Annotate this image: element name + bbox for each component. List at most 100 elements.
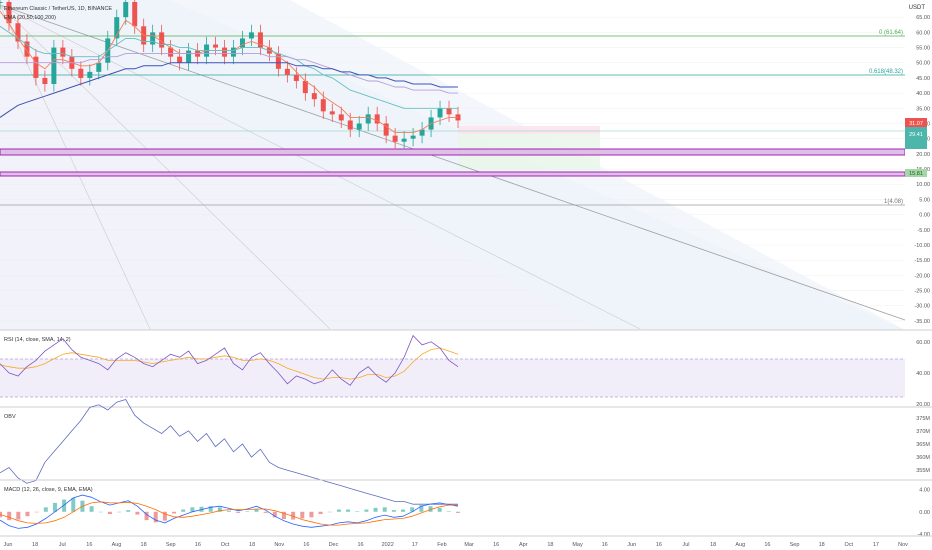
candle-body — [446, 108, 452, 115]
time-tick-label: Nov — [274, 542, 284, 548]
obv-tick-label: 370M — [916, 429, 930, 435]
macd-histogram-bar — [7, 511, 12, 521]
time-tick-label: May — [572, 542, 583, 548]
candle-body — [410, 135, 416, 139]
obv-legend[interactable]: OBV — [4, 414, 16, 420]
macd-histogram-bar — [336, 509, 341, 512]
time-axis[interactable]: Jun 18 Jul 16 Aug 18 Sep 16 Oct 18 Nov 16 Dec 16 2022 1… — [4, 542, 909, 548]
price-tag: 31.07 — [909, 121, 923, 127]
macd-histogram-bar — [98, 511, 103, 513]
price-tick-label: 65.00 — [916, 15, 930, 21]
price-tick-label: 55.00 — [916, 46, 930, 52]
candle-body — [437, 108, 443, 118]
support-zone-lower — [0, 171, 906, 177]
rsi-tick-label: 20.00 — [916, 402, 930, 408]
time-tick-label: Jul — [683, 542, 690, 548]
time-tick-label: 16 — [656, 542, 662, 548]
candle-body — [51, 47, 57, 85]
price-tick-label: -30.00 — [914, 304, 930, 310]
macd-histogram-bar — [181, 509, 186, 512]
candle-body — [302, 80, 308, 94]
time-tick-label: Sep — [166, 542, 176, 548]
time-tick-label: 17 — [412, 542, 418, 548]
macd-line — [0, 494, 459, 529]
macd-histogram-bar — [309, 511, 314, 518]
time-tick-label: 16 — [86, 542, 92, 548]
time-tick-label: Aug — [112, 542, 122, 548]
time-tick-label: Oct — [221, 542, 230, 548]
signal-line — [0, 501, 458, 526]
fan-line-1 — [0, 4, 906, 321]
candle-body — [320, 99, 326, 112]
macd-histogram-bar — [446, 511, 451, 512]
symbol-title[interactable]: Ethereum Classic / TetherUS, 1D, BINANCE — [4, 6, 112, 12]
candle-body — [6, 2, 12, 24]
macd-histogram-bar — [437, 507, 442, 512]
macd-histogram-bar — [355, 511, 360, 512]
ema200-line — [0, 62, 458, 118]
candle-body — [275, 53, 281, 69]
candle-body — [419, 129, 425, 136]
macd-histogram-bar — [382, 507, 387, 512]
macd-legend[interactable]: MACD (12, 26, close, 9, EMA, EMA) — [4, 487, 93, 493]
price-tick-label: 5.00 — [919, 197, 930, 203]
macd-histogram-bar — [281, 511, 286, 519]
macd-histogram-bar — [254, 509, 259, 512]
candle-body — [329, 111, 335, 115]
macd-histogram-bar — [373, 507, 378, 512]
candle-body — [284, 68, 290, 75]
candle-body — [42, 77, 48, 85]
time-tick-label: 16 — [358, 542, 364, 548]
time-tick-label: 16 — [493, 542, 499, 548]
macd-histogram-bar — [162, 511, 167, 521]
macd-histogram-bar — [25, 511, 30, 517]
candle-body — [33, 56, 39, 78]
price-tag2: 29.41 — [909, 132, 923, 138]
macd-histogram-bar — [62, 499, 67, 512]
macd-histogram-bar — [89, 506, 94, 512]
obv-tick-label: 375M — [916, 416, 930, 422]
time-tick-label: Mar — [464, 542, 474, 548]
macd-histogram-bar — [16, 511, 21, 520]
price-scale[interactable] — [905, 0, 932, 329]
price-tick-label: -20.00 — [914, 273, 930, 279]
candle-body — [347, 120, 353, 130]
price-tick-label: 50.00 — [916, 61, 930, 67]
ema100-line — [0, 53, 458, 94]
candle-body — [159, 32, 165, 48]
time-tick-label: 16 — [303, 542, 309, 548]
ema-legend[interactable]: EMA (20,50,100,200) — [4, 15, 56, 21]
macd-histogram-bar — [327, 511, 332, 513]
obv-tick-label: 365M — [916, 442, 930, 448]
time-tick-label: 18 — [249, 542, 255, 548]
macd-histogram-bar — [153, 511, 158, 523]
macd-histogram-bar — [245, 511, 250, 512]
macd-tick-label: 0.00 — [919, 510, 930, 516]
obv-line — [0, 399, 458, 505]
time-tick-label: Aug — [735, 542, 745, 548]
time-tick-label: Nov — [898, 542, 908, 548]
rsi-legend[interactable]: RSI (14, close, SMA, 14, 2) — [4, 337, 71, 343]
time-tick-label: 18 — [710, 542, 716, 548]
candle-body — [150, 32, 156, 45]
price-tick-label: -10.00 — [914, 243, 930, 249]
macd-histogram-bar — [300, 511, 305, 519]
time-tick-label: Sep — [790, 542, 800, 548]
fib-1-label: 1(4.08) — [884, 199, 903, 205]
obv-axis-ticks: 375M 370M 365M 360M 355M — [916, 416, 930, 474]
candle-body — [123, 2, 129, 18]
macd-histogram-bar — [126, 510, 131, 512]
macd-histogram-bar — [172, 511, 177, 514]
macd-histogram-bar — [291, 511, 296, 520]
macd-histogram-bar — [236, 511, 241, 513]
time-tick-label: 18 — [32, 542, 38, 548]
zone-tag: 15.81 — [909, 171, 923, 177]
price-tick-label: -25.00 — [914, 289, 930, 295]
price-tick-label: -5.00 — [917, 228, 930, 234]
macd-histogram — [0, 497, 460, 523]
obv-tick-label: 355M — [916, 468, 930, 474]
support-zone-upper — [0, 148, 906, 156]
macd-histogram-bar — [43, 507, 48, 512]
time-tick-label: 17 — [873, 542, 879, 548]
